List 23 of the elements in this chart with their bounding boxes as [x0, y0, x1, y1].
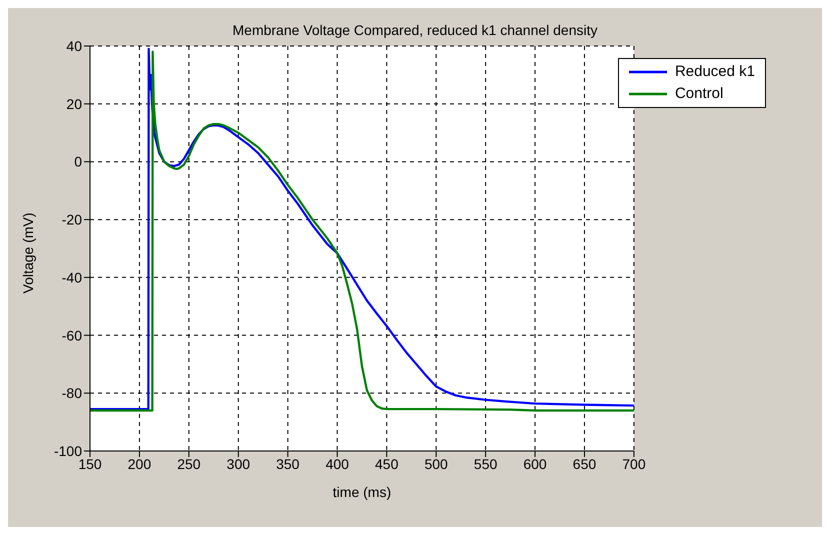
y-tick-label: 40	[66, 38, 82, 54]
x-tick-label: 650	[572, 456, 596, 472]
legend-label: Reduced k1	[674, 62, 755, 82]
x-tick-label: 600	[523, 456, 547, 472]
x-axis-title: time (ms)	[332, 484, 392, 500]
y-tick-label: -40	[62, 269, 82, 286]
x-tick-label: 550	[474, 456, 498, 472]
x-tick-label: 200	[128, 456, 152, 472]
y-axis-title: Voltage (mV)	[20, 212, 36, 294]
y-tick-label: -60	[62, 327, 82, 344]
legend-label: Control	[674, 84, 724, 104]
y-tick-label: 20	[66, 96, 82, 112]
y-tick-label: -20	[62, 212, 82, 228]
y-tick-label: 0	[74, 154, 82, 170]
x-tick-label: 250	[177, 456, 201, 472]
x-tick-label: 500	[424, 456, 448, 472]
x-tick-label: 700	[622, 456, 646, 472]
y-tick-label: -80	[62, 385, 82, 402]
chart-title: Membrane Voltage Compared, reduced k1 channel density	[232, 22, 598, 38]
x-tick-label: 350	[276, 456, 300, 472]
x-tick-label: 400	[326, 456, 350, 472]
x-tick-label: 300	[226, 456, 250, 472]
x-tick-label: 450	[375, 456, 399, 472]
